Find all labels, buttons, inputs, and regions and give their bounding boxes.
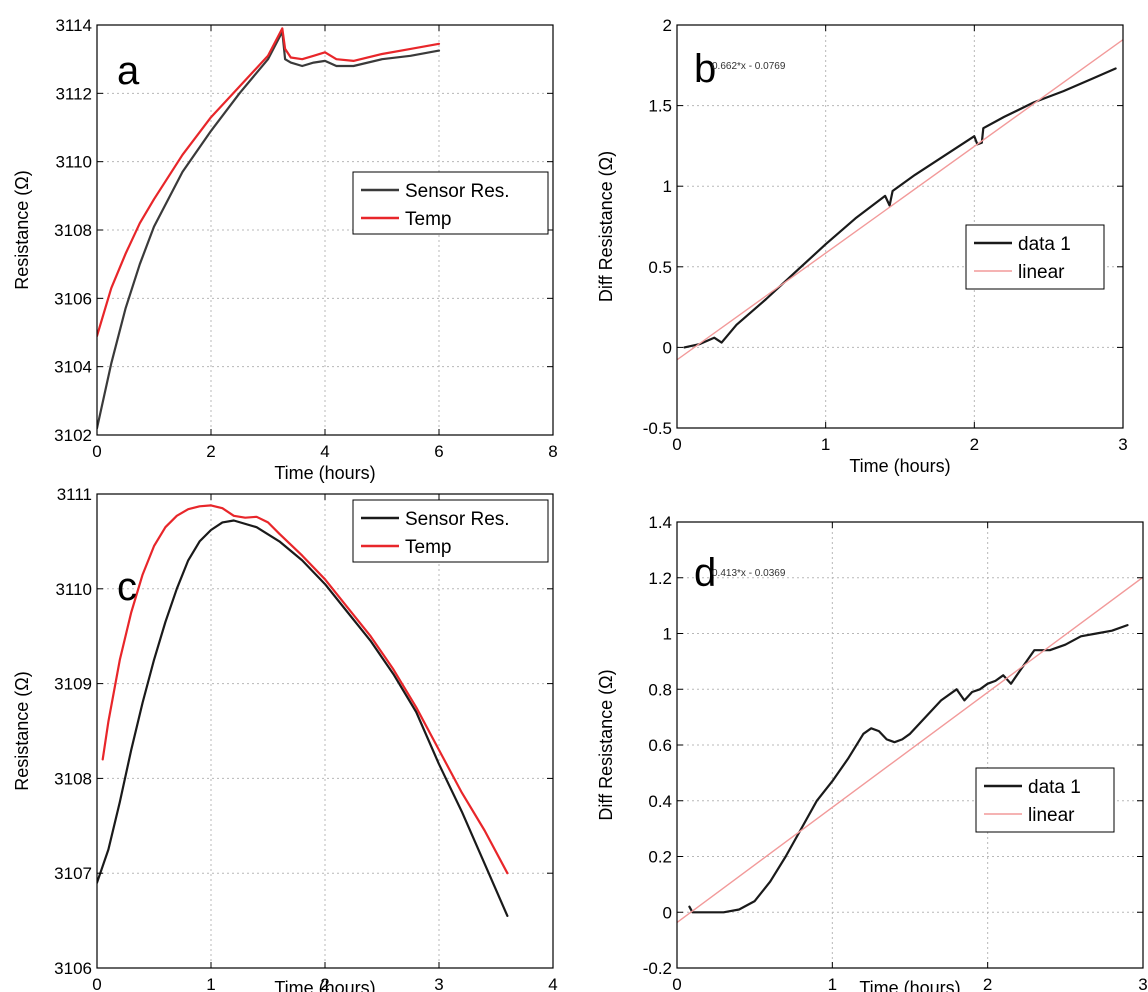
legend-label: data 1: [1028, 777, 1081, 798]
y-tick-label: 1.2: [648, 569, 672, 588]
y-tick-label: 3114: [55, 16, 92, 35]
y-tick-label: 1.4: [648, 513, 672, 532]
panel-label: a: [117, 49, 140, 93]
axes-box: [676, 24, 1124, 429]
fit-equation: 0.662*x - 0.0769: [712, 61, 786, 72]
y-tick-label: 1: [663, 625, 672, 644]
panel-label: d: [694, 551, 716, 595]
x-tick-label: 2: [983, 975, 992, 992]
legend: data 1 linear: [975, 767, 1115, 833]
y-tick-label: 3107: [54, 864, 92, 883]
y-tick-label: 0: [663, 338, 672, 357]
x-tick-label: 0: [92, 975, 101, 992]
y-tick-label: 3104: [54, 358, 92, 377]
y-tick-label: 0.6: [648, 736, 672, 755]
x-tick-label: 1: [821, 435, 830, 454]
y-tick-label: 3108: [54, 769, 92, 788]
x-tick-label: 0: [672, 435, 681, 454]
y-tick-label: 0.8: [648, 680, 672, 699]
y-tick-label: 0.4: [648, 792, 672, 811]
y-tick-label: 0.5: [648, 258, 672, 277]
series-group: [97, 504, 509, 918]
fit-equation: 0.413*x - 0.0369: [712, 568, 786, 579]
y-axis-label: Diff Resistance (Ω): [596, 151, 616, 302]
y-tick-label: 3106: [54, 959, 92, 978]
x-tick-label: 2: [206, 442, 215, 461]
x-tick-label: 2: [970, 435, 979, 454]
y-tick-label: 0.2: [648, 848, 672, 867]
series-line-linear: [677, 576, 1143, 924]
y-tick-label: 3112: [55, 84, 92, 103]
x-tick-label: 3: [1118, 435, 1127, 454]
y-tick-label: 3108: [54, 221, 92, 240]
y-tick-label: -0.2: [643, 959, 672, 978]
y-tick-label: 3110: [55, 153, 92, 172]
legend-label: Sensor Res.: [405, 509, 510, 530]
legend-box: [352, 499, 549, 563]
legend-label: Sensor Res.: [405, 181, 510, 202]
panel-label: b: [694, 47, 716, 91]
plot-area: [677, 522, 1143, 968]
y-tick-label: 3111: [57, 485, 92, 504]
series-line-temp: [101, 504, 509, 875]
legend-box: [965, 224, 1105, 290]
legend: Sensor Res. Temp: [352, 171, 549, 235]
x-tick-label: 0: [672, 975, 681, 992]
chart-panel-c: 0 1 2 3 4 3106 3107 3108 3109 3110 3111 Time (hours…: [12, 485, 558, 992]
legend-box: [352, 171, 549, 235]
x-tick-label: 4: [320, 442, 329, 461]
y-tick-label: 3102: [54, 426, 92, 445]
y-tick-label: 2: [663, 16, 672, 35]
series-line-linear: [677, 39, 1123, 361]
y-tick-label: 1: [663, 177, 672, 196]
legend: data 1 linear: [965, 224, 1105, 290]
x-tick-label: 1: [828, 975, 837, 992]
series-line-temp: [97, 27, 441, 337]
x-tick-label: 1: [206, 975, 215, 992]
legend-label: Temp: [405, 537, 451, 558]
chart-panel-a: 0 2 4 6 8 3102 3104 3106 3108 3110 3112 3114 Time (h…: [12, 16, 558, 483]
y-tick-label: 3110: [55, 580, 92, 599]
x-axis-label: Time (hours): [274, 978, 375, 992]
x-axis-label: Time (hours): [859, 978, 960, 992]
legend-label: linear: [1018, 262, 1065, 283]
x-tick-label: 3: [1138, 975, 1147, 992]
legend-label: Temp: [405, 209, 451, 230]
x-tick-label: 0: [92, 442, 101, 461]
y-tick-label: 3106: [54, 289, 92, 308]
y-tick-label: -0.5: [643, 419, 672, 438]
legend: Sensor Res. Temp: [352, 499, 549, 563]
series-line-sensor-res-: [97, 519, 509, 918]
series-line-data-1: [688, 623, 1129, 914]
y-axis-label: Diff Resistance (Ω): [596, 669, 616, 820]
y-tick-label: 0: [663, 903, 672, 922]
x-tick-label: 6: [434, 442, 443, 461]
x-tick-label: 8: [548, 442, 557, 461]
panel-label: c: [117, 565, 137, 609]
x-axis-label: Time (hours): [274, 463, 375, 483]
y-axis-label: Resistance (Ω): [12, 671, 32, 791]
series-line-data-1: [683, 67, 1117, 349]
series-group: [677, 576, 1143, 924]
legend-label: data 1: [1018, 234, 1071, 255]
y-tick-label: 1.5: [648, 97, 672, 116]
x-tick-label: 3: [434, 975, 443, 992]
series-group: [677, 39, 1123, 361]
x-tick-label: 2: [320, 975, 329, 992]
y-axis-label: Resistance (Ω): [12, 170, 32, 290]
series-group: [97, 27, 441, 430]
x-axis-label: Time (hours): [849, 456, 950, 476]
x-tick-label: 4: [548, 975, 557, 992]
legend-box: [975, 767, 1115, 833]
legend-label: linear: [1028, 805, 1075, 826]
y-tick-label: 3109: [54, 675, 92, 694]
